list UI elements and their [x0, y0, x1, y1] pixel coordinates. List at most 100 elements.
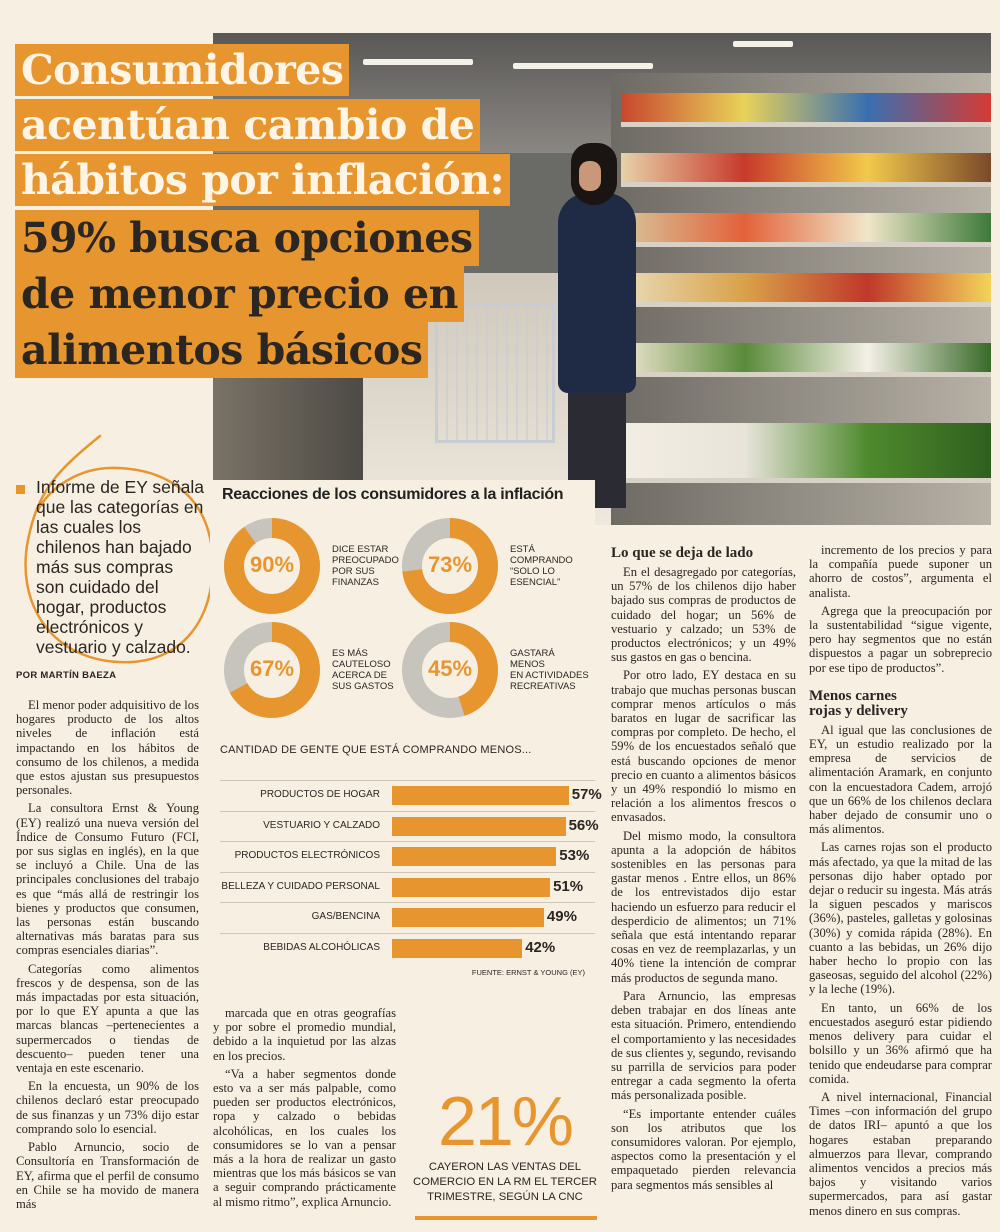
bar-value-label: 49% — [546, 908, 577, 925]
donut-value-arc — [224, 518, 320, 614]
column-4-paragraph: En tanto, un 66% de los encuestados aseg… — [809, 1000, 992, 1086]
donut-caption-line: “SOLO LO — [510, 566, 555, 577]
donut-caption-line: FINANZAS — [332, 577, 379, 588]
bar-row: BELLEZA Y CUIDADO PERSONAL 51% — [220, 871, 595, 902]
bar-category-label: PRODUCTOS DE HOGAR — [260, 789, 380, 800]
bar-row: PRODUCTOS ELECTRÓNICOS 53% — [220, 841, 595, 871]
lead-summary: Informe de EY señala que las categorías … — [16, 477, 206, 657]
callout-rule — [415, 1216, 597, 1220]
column-3-paragraph: “Es importante entender cuáles son los a… — [611, 1106, 796, 1192]
article-column-1: El menor poder adquisitivo de los hogare… — [16, 698, 199, 1215]
bar-value-label: 53% — [559, 847, 590, 864]
bar-value-label: 42% — [525, 938, 556, 956]
donut-caption: GASTARÁ MENOS EN ACTIVIDADES RECREATIVAS — [510, 648, 600, 692]
column-4-paragraph: incremento de los precios y para la comp… — [809, 543, 992, 600]
article-column-3: Lo que se deja de lado En el desagregado… — [611, 540, 796, 1196]
bar-row: BEBIDAS ALCOHÓLICAS 42% — [220, 932, 595, 963]
chart-source: FUENTE: ERNST & YOUNG (EY) — [471, 968, 585, 977]
column-2-paragraph: “Va a haber segmentos donde esto va a se… — [213, 1066, 396, 1209]
column-4-paragraph: A nivel internacional, Financial Times –… — [809, 1089, 992, 1218]
bar — [392, 877, 551, 897]
column-4-paragraph: Agrega que la preocupación por la susten… — [809, 603, 992, 675]
column-1-paragraph: En la encuesta, un 90% de los chilenos d… — [16, 1079, 199, 1136]
donut-chart-67 — [224, 622, 320, 718]
headline-line-5: de menor precio en — [15, 266, 464, 322]
donut-value-label: 67% — [249, 656, 295, 681]
column-4-paragraph: Las carnes rojas son el producto más afe… — [809, 840, 992, 997]
donut-caption-line: PREOCUPADO — [332, 555, 399, 566]
bar-category-label: GAS/BENCINA — [311, 911, 380, 922]
section-heading-line-2: rojas y delivery — [809, 702, 908, 719]
donut-chart-73 — [402, 518, 498, 614]
donut-caption-line: ESTÁ — [510, 544, 535, 555]
column-2-paragraph: marcada que en otras geografías y por so… — [213, 1006, 396, 1063]
donut-caption-line: GASTARÁ — [510, 648, 555, 659]
bar-chart-title: CANTIDAD DE GENTE QUE ESTÁ COMPRANDO MEN… — [220, 744, 532, 756]
bar-category-label: BELLEZA Y CUIDADO PERSONAL — [221, 880, 380, 892]
infographic: Reacciones de los consumidores a la infl… — [210, 480, 602, 988]
donut-chart-90 — [224, 518, 320, 614]
article-column-4: incremento de los precios y para la comp… — [809, 543, 992, 1222]
donut-caption-line: MENOS — [510, 659, 545, 670]
donut-caption-line: DICE ESTAR — [332, 544, 389, 555]
donut-value-arc — [402, 622, 498, 718]
byline: POR MARTÍN BAEZA — [16, 670, 117, 681]
headline-line-2: acentúan cambio de — [15, 99, 481, 151]
donut-caption-line: ESENCIAL” — [510, 577, 561, 588]
bar-category-label: PRODUCTOS ELECTRÓNICOS — [234, 850, 380, 861]
donut-chart-45 — [402, 622, 498, 718]
column-1-paragraph: La consultora Ernst & Young (EY) realizó… — [16, 801, 199, 958]
bar-row: GAS/BENCINA 49% — [220, 902, 595, 932]
donut-caption-line: EN ACTIVIDADES — [510, 670, 589, 681]
column-4-paragraph: Al igual que las conclusiones de EY, un … — [809, 722, 992, 837]
headline-line-6: alimentos básicos — [15, 322, 429, 378]
hand-drawn-circle-annotation — [24, 434, 214, 664]
bar — [392, 786, 569, 805]
bar — [392, 847, 557, 866]
callout-number: 21% — [437, 1082, 574, 1160]
bar-value-label: 57% — [571, 786, 602, 803]
headline-line-4: 59% busca opciones — [15, 210, 479, 266]
bar — [392, 816, 566, 836]
donut-caption-line: CAUTELOSO — [332, 659, 391, 670]
donut-value-arc — [224, 622, 320, 718]
headline-line-3: hábitos por inflación: — [15, 154, 511, 206]
column-3-paragraph: En el desagregado por categorías, un 57%… — [611, 565, 796, 665]
column-1-paragraph: Pablo Arnuncio, socio de Consultoría en … — [16, 1140, 199, 1211]
donut-value-arc — [402, 518, 498, 614]
section-heading-menos-carnes: Menos carnes rojas y delivery — [809, 687, 992, 719]
bar-row: VESTUARIO Y CALZADO 56% — [220, 810, 599, 841]
infographic-title: Reacciones de los consumidores a la infl… — [222, 486, 564, 503]
donut-caption-line: ES MÁS — [332, 648, 368, 659]
donut-caption-line: ACERCA DE — [332, 670, 387, 681]
donut-caption: DICE ESTAR PREOCUPADO POR SUS FINANZAS — [332, 544, 422, 588]
donut-caption-line: POR SUS — [332, 566, 375, 577]
column-1-paragraph: Categorías como alimentos frescos y de d… — [16, 961, 199, 1076]
square-bullet-icon — [16, 485, 25, 494]
bar — [392, 938, 523, 958]
article-column-2: marcada que en otras geografías y por so… — [213, 1006, 396, 1213]
bar-category-label: VESTUARIO Y CALZADO — [263, 819, 380, 831]
bar-category-label: BEBIDAS ALCOHÓLICAS — [263, 941, 380, 953]
column-3-paragraph: Por otro lado, EY destaca en su trabajo … — [611, 668, 796, 825]
column-3-paragraph: Del mismo modo, la consultora apunta a l… — [611, 828, 796, 985]
donut-caption-line: RECREATIVAS — [510, 681, 576, 692]
donut-value-label: 90% — [249, 552, 295, 577]
supermarket-photo — [213, 33, 991, 525]
bar — [392, 908, 544, 927]
donut-caption: ES MÁS CAUTELOSO ACERCA DE SUS GASTOS — [332, 648, 422, 692]
callout-text: CAYERON LAS VENTAS DEL COMERCIO EN LA RM… — [413, 1161, 597, 1203]
bar-value-label: 51% — [553, 877, 584, 895]
donut-value-label: 45% — [427, 656, 473, 681]
bar-chart: PRODUCTOS DE HOGAR 57% VESTUARIO Y CALZADO… — [220, 780, 602, 980]
column-3-paragraph: Para Arnuncio, las empresas deben trabaj… — [611, 988, 796, 1103]
headline-line-1: Consumidores — [15, 44, 350, 96]
lead-text: Informe de EY señala que las categorías … — [36, 477, 204, 657]
donut-caption-line: SUS GASTOS — [332, 681, 394, 692]
bar-row: PRODUCTOS DE HOGAR 57% — [220, 780, 602, 810]
bar-value-label: 56% — [568, 816, 599, 834]
donut-value-label: 73% — [427, 552, 473, 577]
section-heading-line-1: Menos carnes — [809, 687, 897, 704]
section-heading-lo-que-se-deja: Lo que se deja de lado — [611, 545, 754, 561]
donut-caption: ESTÁ COMPRANDO “SOLO LO ESENCIAL” — [510, 544, 600, 588]
